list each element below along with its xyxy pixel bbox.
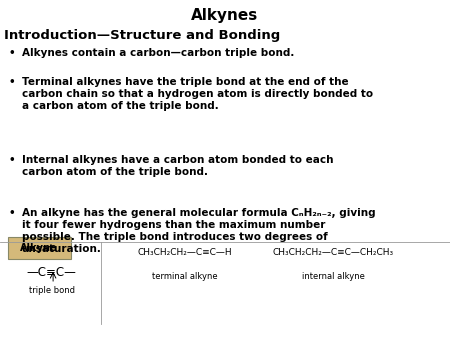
Text: Terminal alkynes have the triple bond at the end of the
carbon chain so that a h: Terminal alkynes have the triple bond at… [22, 77, 373, 111]
Text: •: • [8, 77, 15, 87]
Text: Alkyne: Alkyne [20, 243, 58, 252]
Text: terminal alkyne: terminal alkyne [152, 272, 217, 281]
Text: Internal alkynes have a carbon atom bonded to each
carbon atom of the triple bon: Internal alkynes have a carbon atom bond… [22, 155, 333, 177]
Text: •: • [8, 48, 15, 58]
Text: —C≡C—: —C≡C— [27, 266, 76, 279]
Text: •: • [8, 208, 15, 218]
Text: CH₃CH₂CH₂—C≡C—CH₂CH₃: CH₃CH₂CH₂—C≡C—CH₂CH₃ [272, 248, 394, 258]
Text: Alkynes contain a carbon—carbon triple bond.: Alkynes contain a carbon—carbon triple b… [22, 48, 294, 58]
Text: Alkynes: Alkynes [191, 8, 259, 23]
Text: triple bond: triple bond [29, 286, 75, 295]
Text: •: • [8, 155, 15, 165]
FancyBboxPatch shape [8, 237, 71, 259]
Text: internal alkyne: internal alkyne [302, 272, 364, 281]
Text: CH₃CH₂CH₂—C≡C—H: CH₃CH₂CH₂—C≡C—H [137, 248, 232, 258]
Text: An alkyne has the general molecular formula CₙH₂ₙ₋₂, giving
it four fewer hydrog: An alkyne has the general molecular form… [22, 208, 375, 254]
Text: Introduction—Structure and Bonding: Introduction—Structure and Bonding [4, 29, 281, 42]
